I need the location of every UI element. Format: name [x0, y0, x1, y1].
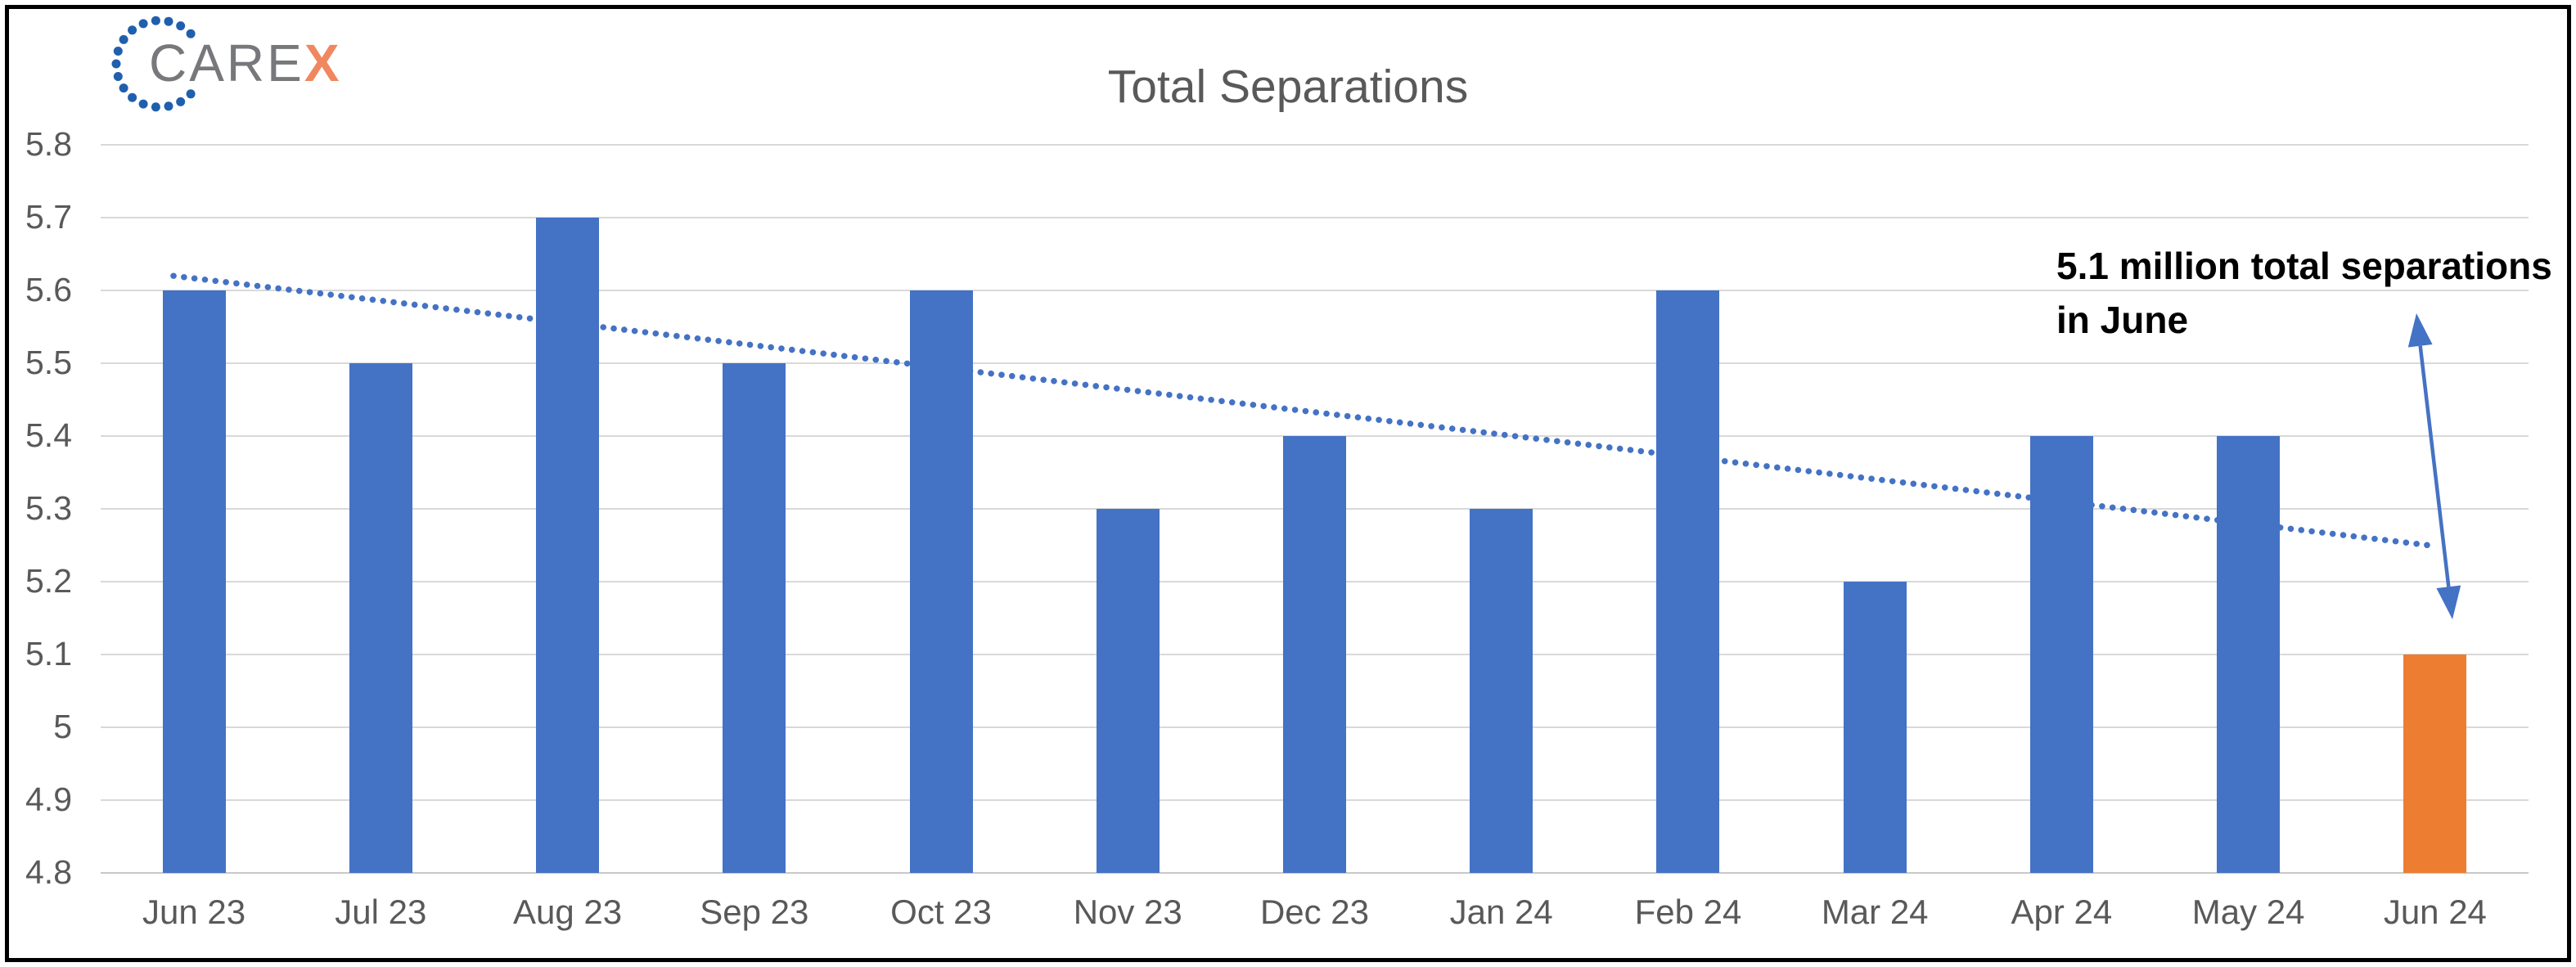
x-tick-label: Oct 23 [890, 893, 992, 931]
annotation-callout: 5.1 million total separations in June [2056, 239, 2552, 347]
y-tick-label: 5.7 [25, 198, 72, 236]
chart-title: Total Separations [1107, 61, 1469, 113]
x-tick-label: Apr 24 [2011, 893, 2113, 931]
x-tick-label: Jun 24 [2383, 893, 2487, 931]
bar-dec-23 [1283, 436, 1346, 873]
x-tick-label: Dec 23 [1259, 893, 1370, 931]
x-tick-label: Jul 23 [335, 893, 427, 931]
bar-jul-23 [349, 363, 412, 873]
y-tick-label: 4.8 [25, 853, 72, 891]
bar-oct-23 [909, 290, 973, 873]
gridline [101, 362, 2529, 364]
y-tick-label: 5.1 [25, 635, 72, 672]
annotation-line2: in June [2056, 299, 2189, 341]
y-tick-label: 5.3 [25, 489, 72, 527]
logo-text-x: X [304, 34, 342, 92]
x-tick-label: Nov 23 [1073, 893, 1182, 931]
bar-may-24 [2217, 436, 2281, 873]
y-tick-label: 4.9 [25, 780, 72, 818]
x-tick-label: Mar 24 [1821, 893, 1929, 931]
bar-sep-23 [723, 363, 786, 873]
y-tick-label: 5.8 [25, 125, 72, 163]
bar-jun-24 [2403, 654, 2467, 873]
y-tick-label: 5.6 [25, 271, 72, 308]
annotation-line1: 5.1 million total separations [2056, 245, 2552, 287]
bar-jun-23 [162, 290, 226, 873]
x-tick-label: Jun 23 [142, 893, 246, 931]
x-tick-label: Sep 23 [700, 893, 809, 931]
bar-aug-23 [536, 218, 600, 873]
gridline [101, 217, 2529, 218]
bar-jan-24 [1470, 509, 1533, 873]
x-tick-label: Jan 24 [1449, 893, 1553, 931]
x-tick-label: Feb 24 [1634, 893, 1742, 931]
x-tick-label: May 24 [2191, 893, 2305, 931]
bar-nov-23 [1096, 509, 1160, 873]
bar-apr-24 [2029, 436, 2093, 873]
gridline [101, 144, 2529, 146]
gridline [101, 872, 2529, 874]
bar-mar-24 [1843, 582, 1907, 873]
bar-feb-24 [1656, 290, 1720, 873]
x-tick-label: Aug 23 [513, 893, 623, 931]
y-tick-label: 5.4 [25, 416, 72, 454]
logo-dotted-circle-icon [111, 16, 196, 112]
logo-text-care: CARE [149, 34, 304, 92]
y-tick-label: 5 [53, 708, 72, 745]
y-tick-label: 5.5 [25, 344, 72, 381]
logo-text: CAREX [149, 37, 342, 89]
carex-logo: CAREX [98, 8, 475, 131]
y-tick-label: 5.2 [25, 562, 72, 600]
